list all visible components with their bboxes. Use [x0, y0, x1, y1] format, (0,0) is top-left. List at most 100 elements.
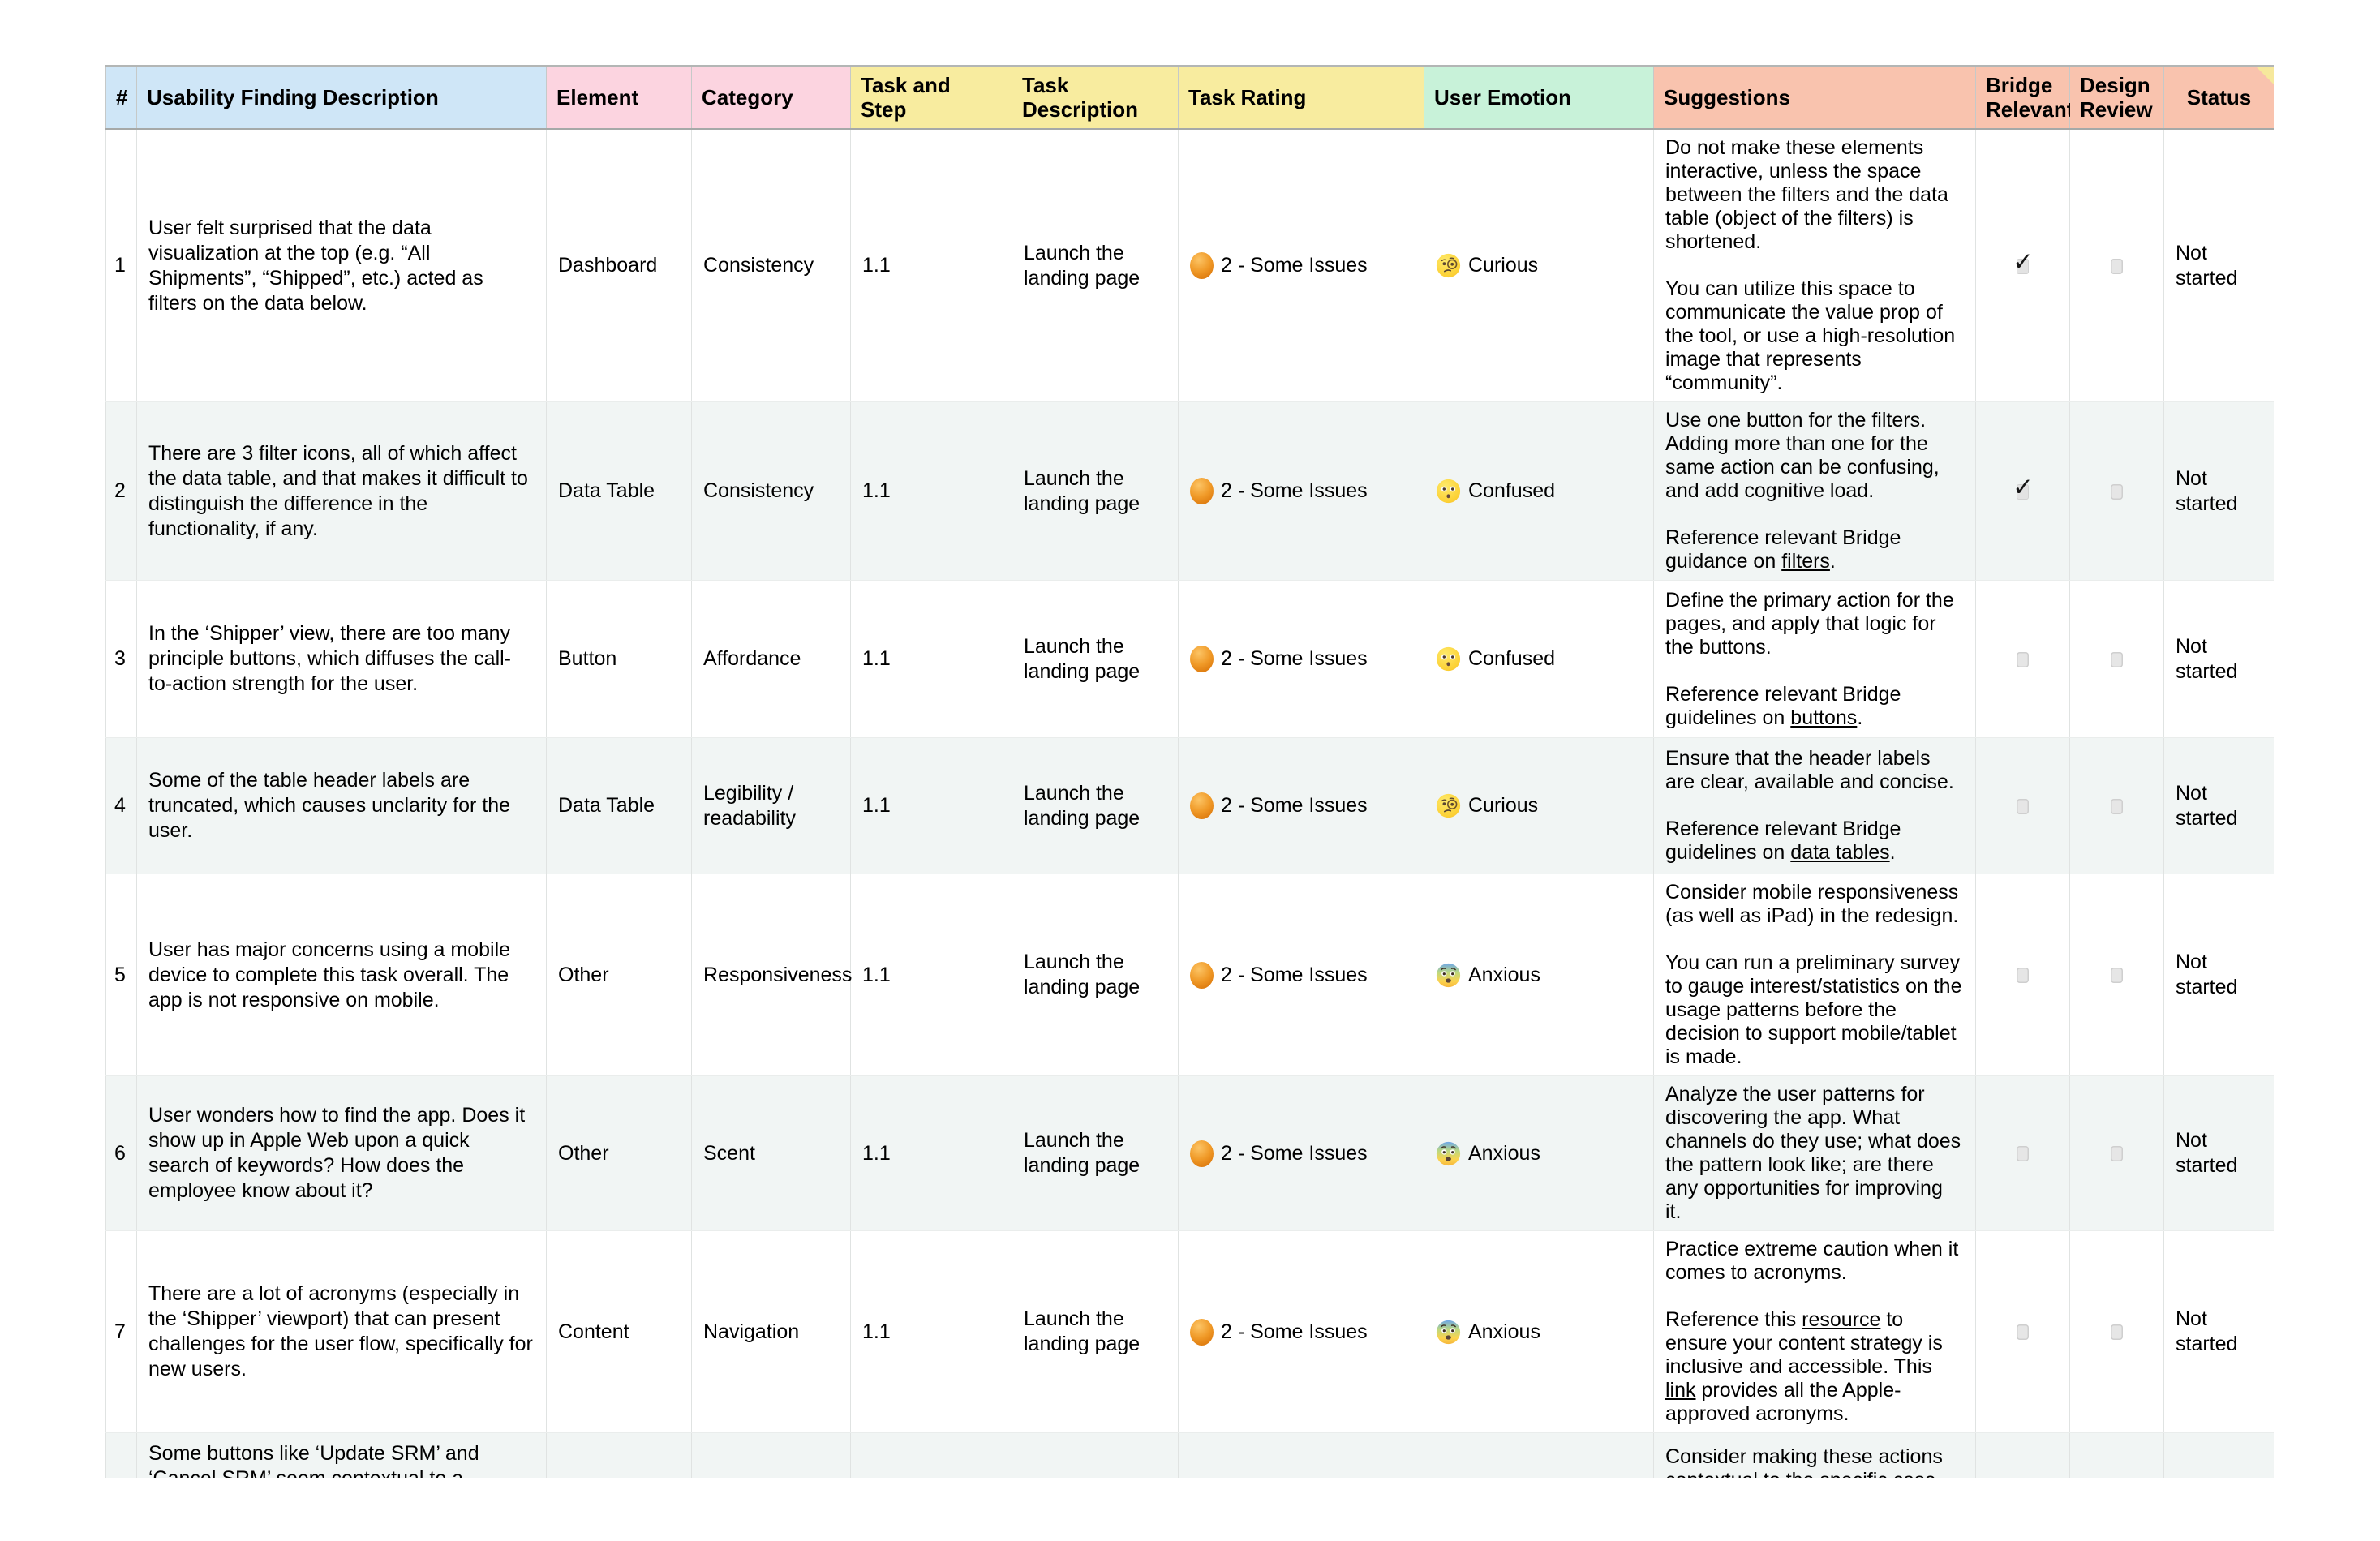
column-header-element[interactable]: Element	[546, 65, 692, 130]
column-header-category[interactable]: Category	[691, 65, 851, 130]
suggestion-link[interactable]: buttons	[1790, 706, 1858, 729]
design-review-cell[interactable]	[2069, 1432, 2164, 1478]
bridge-relevant-checkbox-unchecked[interactable]	[2017, 651, 2029, 667]
task-description-cell[interactable]: Launch the landing page	[1012, 1432, 1179, 1478]
user-emotion-cell[interactable]: Curious	[1424, 129, 1654, 402]
suggestions-cell[interactable]: Do not make these elements interactive, …	[1653, 129, 1976, 402]
element-cell[interactable]: Other	[546, 874, 692, 1076]
bridge-relevant-checkbox-unchecked[interactable]	[2017, 1146, 2029, 1162]
task-description-cell[interactable]: Launch the landing page	[1012, 129, 1179, 402]
finding-description-cell[interactable]: Some buttons like ‘Update SRM’ and ‘Canc…	[136, 1432, 547, 1478]
status-cell[interactable]: Not started	[2163, 1432, 2274, 1478]
finding-description-cell[interactable]: Some of the table header labels are trun…	[136, 737, 547, 874]
status-cell[interactable]: Not started	[2163, 129, 2274, 402]
element-cell[interactable]: Other	[546, 1075, 692, 1231]
suggestions-cell[interactable]: Ensure that the header labels are clear,…	[1653, 737, 1976, 874]
suggestions-cell[interactable]: Practice extreme caution when it comes t…	[1653, 1230, 1976, 1433]
bridge-relevant-cell[interactable]	[1975, 401, 2070, 581]
category-cell[interactable]: Consistency	[691, 401, 851, 581]
status-cell[interactable]: Not started	[2163, 1230, 2274, 1433]
design-review-cell[interactable]	[2069, 1230, 2164, 1433]
task-rating-cell[interactable]: 2 - Some Issues	[1178, 1075, 1424, 1231]
suggestion-link[interactable]: resource	[1802, 1308, 1881, 1331]
row-number-cell[interactable]: 2	[105, 401, 137, 581]
element-cell[interactable]: Data Table	[546, 1432, 692, 1478]
column-header-description[interactable]: Usability Finding Description	[136, 65, 547, 130]
element-cell[interactable]: Button	[546, 580, 692, 738]
user-emotion-cell[interactable]: Confused	[1424, 401, 1654, 581]
finding-description-cell[interactable]: There are 3 filter icons, all of which a…	[136, 401, 547, 581]
row-number-cell[interactable]: 6	[105, 1075, 137, 1231]
task-step-cell[interactable]: 1.1	[850, 401, 1012, 581]
column-header-task_step[interactable]: Task and Step	[850, 65, 1012, 130]
row-number-cell[interactable]: 5	[105, 874, 137, 1076]
column-header-num[interactable]: #	[105, 65, 137, 130]
finding-description-cell[interactable]: There are a lot of acronyms (especially …	[136, 1230, 547, 1433]
finding-description-cell[interactable]: User has major concerns using a mobile d…	[136, 874, 547, 1076]
category-cell[interactable]: Affordance	[691, 1432, 851, 1478]
task-step-cell[interactable]: 1.1	[850, 129, 1012, 402]
user-emotion-cell[interactable]: Confused	[1424, 580, 1654, 738]
column-header-suggestions[interactable]: Suggestions	[1653, 65, 1976, 130]
column-header-bridge[interactable]: Bridge Relevant	[1975, 65, 2073, 130]
status-cell[interactable]: Not started	[2163, 1075, 2274, 1231]
bridge-relevant-cell[interactable]	[1975, 129, 2070, 402]
task-description-cell[interactable]: Launch the landing page	[1012, 401, 1179, 581]
task-step-cell[interactable]: 1.1	[850, 1075, 1012, 1231]
design-review-checkbox-unchecked[interactable]	[2111, 1324, 2123, 1341]
user-emotion-cell[interactable]: Anxious	[1424, 874, 1654, 1076]
task-rating-cell[interactable]: 2 - Some Issues	[1178, 737, 1424, 874]
design-review-checkbox-unchecked[interactable]	[2111, 798, 2123, 814]
task-description-cell[interactable]: Launch the landing page	[1012, 737, 1179, 874]
finding-description-cell[interactable]: In the ‘Shipper’ view, there are too man…	[136, 580, 547, 738]
column-header-user_emotion[interactable]: User Emotion	[1424, 65, 1654, 130]
design-review-checkbox-unchecked[interactable]	[2111, 651, 2123, 667]
status-cell[interactable]: Not started	[2163, 874, 2274, 1076]
design-review-cell[interactable]	[2069, 1075, 2164, 1231]
column-header-task_desc[interactable]: Task Description	[1012, 65, 1179, 130]
user-emotion-cell[interactable]: Curious	[1424, 1432, 1654, 1478]
design-review-cell[interactable]	[2069, 737, 2164, 874]
finding-description-cell[interactable]: User felt surprised that the data visual…	[136, 129, 547, 402]
bridge-relevant-cell[interactable]	[1975, 580, 2070, 738]
bridge-relevant-checkbox-unchecked[interactable]	[2017, 1324, 2029, 1341]
bridge-relevant-cell[interactable]	[1975, 1432, 2070, 1478]
element-cell[interactable]: Content	[546, 1230, 692, 1433]
task-rating-cell[interactable]: 2 - Some Issues	[1178, 401, 1424, 581]
category-cell[interactable]: Navigation	[691, 1230, 851, 1433]
task-step-cell[interactable]: 1.1	[850, 580, 1012, 738]
suggestions-cell[interactable]: Use one button for the filters. Adding m…	[1653, 401, 1976, 581]
user-emotion-cell[interactable]: Anxious	[1424, 1230, 1654, 1433]
category-cell[interactable]: Responsiveness	[691, 874, 852, 1076]
bridge-relevant-checkbox-unchecked[interactable]	[2017, 968, 2029, 984]
suggestion-link[interactable]: link	[1665, 1379, 1696, 1401]
status-cell[interactable]: Not started	[2163, 737, 2274, 874]
task-step-cell[interactable]: 1.1	[850, 874, 1012, 1076]
suggestion-link[interactable]: filters	[1781, 550, 1830, 573]
task-rating-cell[interactable]: 2 - Some Issues	[1178, 1432, 1424, 1478]
task-step-cell[interactable]: 1.1	[850, 1432, 1012, 1478]
category-cell[interactable]: Affordance	[691, 580, 851, 738]
design-review-checkbox-unchecked[interactable]	[2111, 258, 2123, 274]
design-review-checkbox-unchecked[interactable]	[2111, 968, 2123, 984]
row-number-cell[interactable]: 1	[105, 129, 137, 402]
category-cell[interactable]: Scent	[691, 1075, 851, 1231]
row-number-cell[interactable]: 7	[105, 1230, 137, 1433]
bridge-relevant-cell[interactable]	[1975, 1230, 2070, 1433]
row-number-cell[interactable]: 8	[105, 1432, 137, 1478]
suggestions-cell[interactable]: Consider making these actions contextual…	[1653, 1432, 1976, 1478]
category-cell[interactable]: Consistency	[691, 129, 851, 402]
element-cell[interactable]: Data Table	[546, 401, 692, 581]
element-cell[interactable]: Data Table	[546, 737, 692, 874]
user-emotion-cell[interactable]: Curious	[1424, 737, 1654, 874]
design-review-cell[interactable]	[2069, 874, 2164, 1076]
row-number-cell[interactable]: 3	[105, 580, 137, 738]
status-cell[interactable]: Not started	[2163, 401, 2274, 581]
design-review-cell[interactable]	[2069, 129, 2164, 402]
task-description-cell[interactable]: Launch the landing page	[1012, 1230, 1179, 1433]
bridge-relevant-checkbox-checked[interactable]	[2013, 474, 2034, 500]
element-cell[interactable]: Dashboard	[546, 129, 692, 402]
suggestions-cell[interactable]: Consider mobile responsiveness (as well …	[1653, 874, 1976, 1076]
row-number-cell[interactable]: 4	[105, 737, 137, 874]
bridge-relevant-cell[interactable]	[1975, 737, 2070, 874]
